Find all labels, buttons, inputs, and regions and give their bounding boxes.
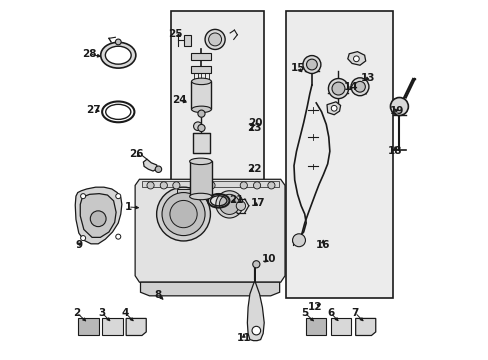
Circle shape	[116, 234, 121, 239]
Text: 24: 24	[172, 95, 186, 105]
Text: 2: 2	[73, 308, 80, 318]
Bar	[78, 319, 99, 336]
Polygon shape	[126, 319, 146, 336]
Bar	[192, 133, 210, 153]
Text: 3: 3	[98, 308, 105, 318]
Circle shape	[306, 59, 317, 70]
Bar	[191, 66, 211, 73]
Text: 26: 26	[129, 149, 143, 159]
Bar	[177, 189, 190, 199]
Text: 19: 19	[389, 106, 403, 116]
Circle shape	[215, 191, 243, 218]
Bar	[330, 319, 350, 336]
Bar	[305, 319, 325, 336]
Text: 4: 4	[121, 308, 128, 318]
Circle shape	[81, 194, 85, 199]
Polygon shape	[140, 282, 279, 296]
Text: 16: 16	[315, 239, 329, 249]
Bar	[171, 12, 264, 209]
Ellipse shape	[189, 193, 211, 200]
Circle shape	[354, 81, 365, 92]
Circle shape	[331, 82, 344, 95]
Bar	[183, 35, 191, 45]
Bar	[191, 81, 211, 109]
Bar	[142, 181, 278, 187]
Polygon shape	[143, 159, 158, 171]
Polygon shape	[355, 319, 375, 336]
Circle shape	[253, 182, 260, 189]
Text: 17: 17	[250, 198, 265, 208]
Text: 28: 28	[82, 49, 97, 59]
Text: 9: 9	[75, 239, 82, 249]
Circle shape	[292, 234, 305, 247]
Circle shape	[198, 125, 204, 132]
Circle shape	[115, 39, 121, 45]
Text: 20: 20	[247, 118, 262, 128]
Circle shape	[162, 193, 204, 235]
Circle shape	[389, 98, 407, 116]
Circle shape	[90, 211, 106, 226]
Text: 22: 22	[247, 163, 261, 174]
Text: 1: 1	[124, 202, 131, 212]
Ellipse shape	[189, 158, 211, 165]
Bar	[102, 319, 122, 336]
Text: 7: 7	[350, 308, 358, 318]
Circle shape	[350, 78, 368, 96]
Polygon shape	[80, 194, 116, 237]
Ellipse shape	[105, 46, 131, 64]
Circle shape	[207, 182, 215, 189]
Circle shape	[219, 194, 239, 215]
Text: 12: 12	[307, 302, 322, 312]
Circle shape	[81, 235, 85, 240]
Text: 21: 21	[229, 195, 244, 205]
Bar	[190, 161, 212, 197]
Ellipse shape	[101, 42, 136, 68]
Circle shape	[172, 182, 180, 189]
Text: 25: 25	[168, 29, 183, 39]
Text: 23: 23	[247, 123, 261, 133]
Circle shape	[353, 56, 359, 62]
Circle shape	[303, 55, 320, 73]
Text: 13: 13	[360, 73, 375, 83]
Polygon shape	[326, 102, 340, 115]
Circle shape	[116, 194, 121, 199]
Circle shape	[155, 166, 162, 172]
Polygon shape	[75, 187, 122, 244]
Text: 15: 15	[290, 63, 304, 73]
Circle shape	[330, 105, 336, 111]
Text: 11: 11	[236, 333, 250, 343]
Text: 5: 5	[301, 308, 308, 318]
Text: 18: 18	[387, 145, 402, 156]
Circle shape	[240, 182, 247, 189]
Circle shape	[156, 187, 210, 241]
Polygon shape	[347, 51, 365, 65]
Circle shape	[193, 122, 202, 131]
Circle shape	[328, 78, 348, 99]
Text: 14: 14	[344, 82, 358, 92]
Ellipse shape	[191, 78, 211, 85]
Bar	[191, 53, 211, 60]
Circle shape	[160, 182, 167, 189]
Circle shape	[236, 201, 245, 211]
Bar	[285, 12, 392, 298]
Circle shape	[198, 110, 204, 117]
Polygon shape	[135, 179, 285, 282]
Circle shape	[251, 326, 260, 335]
Text: 8: 8	[155, 290, 162, 300]
Circle shape	[169, 201, 197, 228]
Text: 10: 10	[261, 254, 276, 264]
Circle shape	[196, 182, 203, 189]
Circle shape	[252, 261, 260, 268]
Circle shape	[267, 182, 274, 189]
Polygon shape	[247, 267, 264, 341]
Ellipse shape	[191, 106, 211, 113]
Text: 6: 6	[326, 308, 333, 318]
Circle shape	[204, 30, 224, 49]
Text: 27: 27	[86, 105, 100, 115]
Circle shape	[208, 33, 221, 46]
Circle shape	[147, 182, 154, 189]
